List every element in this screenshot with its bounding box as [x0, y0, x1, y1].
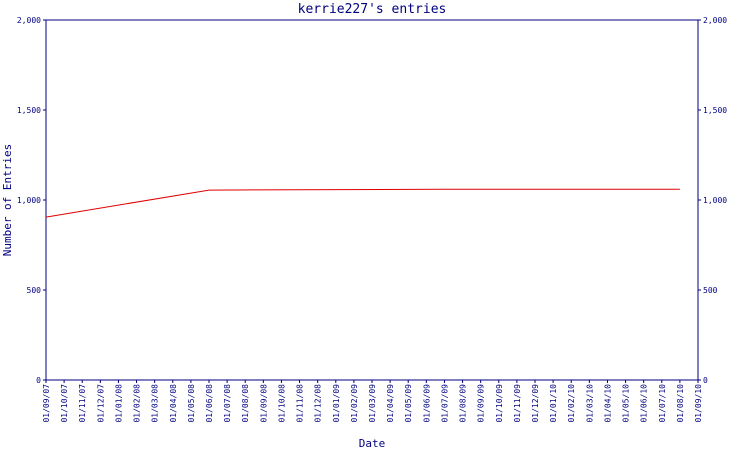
y-tick-label-left: 1,000	[17, 196, 41, 205]
x-tick-label: 01/03/09	[368, 384, 377, 423]
x-tick-label: 01/09/08	[259, 384, 268, 423]
y-axis-left: 0 500 1,000 1,500 2,000	[17, 16, 46, 385]
y-tick-label-right: 1,500	[703, 106, 727, 115]
x-tick-label: 01/09/09	[477, 384, 486, 423]
x-tick-label: 01/08/08	[241, 384, 250, 423]
x-tick-label: 01/09/07	[42, 384, 51, 423]
series-layer	[45, 188, 680, 218]
x-tick-label: 01/09/10	[694, 384, 703, 423]
x-tick-label: 01/06/08	[205, 384, 214, 423]
x-tick-label: 01/11/08	[296, 384, 305, 423]
y-tick-label-left: 1,500	[17, 106, 41, 115]
y-tick-label-left: 500	[27, 286, 42, 295]
x-axis-label: Date	[359, 437, 386, 450]
x-tick-label: 01/02/09	[350, 384, 359, 423]
series-line	[45, 188, 680, 218]
x-tick-label: 01/12/08	[314, 384, 323, 423]
x-tick-label: 01/06/10	[640, 384, 649, 423]
x-tick-label: 01/10/07	[60, 384, 69, 423]
x-tick-label: 01/05/09	[404, 384, 413, 423]
x-tick-label: 01/05/10	[622, 384, 631, 423]
x-axis: 01/09/07 01/10/07 01/11/07 01/12/07 01/01/08…	[42, 380, 703, 423]
x-tick-label: 01/01/10	[549, 384, 558, 423]
chart-title: kerrie227's entries	[298, 2, 447, 17]
y-axis-right: 0 500 1,000 1,500 2,000	[698, 16, 727, 385]
plot-frame	[45, 19, 699, 381]
x-tick-label: 01/11/09	[513, 384, 522, 423]
x-tick-label: 01/02/10	[567, 384, 576, 423]
y-tick-label-right: 1,000	[703, 196, 727, 205]
y-tick-label-right: 500	[703, 286, 718, 295]
x-tick-label: 01/07/08	[223, 384, 232, 423]
y-tick-label-left: 2,000	[17, 16, 41, 25]
x-tick-label: 01/03/10	[585, 384, 594, 423]
x-tick-label: 01/03/08	[151, 384, 160, 423]
y-tick-label-right: 2,000	[703, 16, 727, 25]
x-tick-label: 01/02/08	[133, 384, 142, 423]
x-tick-label: 01/01/08	[114, 384, 123, 423]
x-tick-label: 01/08/10	[676, 384, 685, 423]
x-tick-label: 01/04/09	[386, 384, 395, 423]
x-tick-label: 01/05/08	[187, 384, 196, 423]
x-tick-label: 01/04/08	[169, 384, 178, 423]
x-tick-label: 01/10/09	[495, 384, 504, 423]
x-tick-label: 01/04/10	[603, 384, 612, 423]
x-tick-label: 01/07/09	[440, 384, 449, 423]
x-tick-label: 01/07/10	[658, 384, 667, 423]
x-tick-label: 01/10/08	[277, 384, 286, 423]
x-tick-label: 01/11/07	[78, 384, 87, 423]
y-tick-label-left: 0	[36, 376, 41, 385]
y-axis-label: Number of Entries	[1, 144, 14, 257]
x-tick-label: 01/12/09	[531, 384, 540, 423]
x-tick-label: 01/12/07	[96, 384, 105, 423]
x-tick-label: 01/01/09	[332, 384, 341, 423]
x-tick-label: 01/06/09	[422, 384, 431, 423]
y-tick-label-right: 0	[703, 376, 708, 385]
x-tick-label: 01/08/09	[459, 384, 468, 423]
